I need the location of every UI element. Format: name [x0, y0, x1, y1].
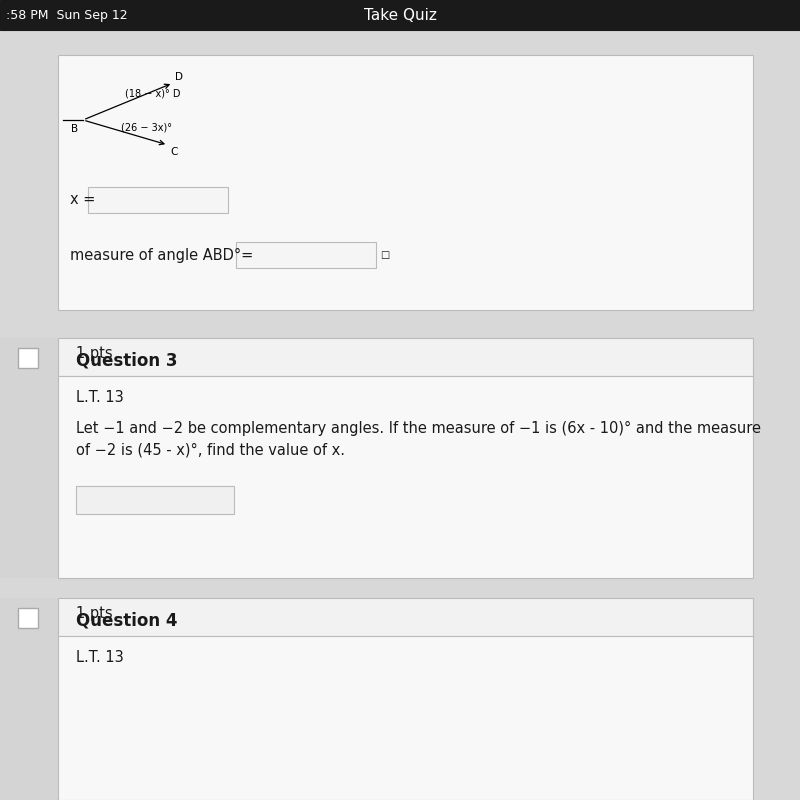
Text: C: C [170, 147, 178, 157]
Text: (26 − 3x)°: (26 − 3x)° [121, 122, 172, 132]
FancyBboxPatch shape [58, 376, 753, 578]
Text: □: □ [380, 250, 390, 260]
Text: 1 pts: 1 pts [76, 606, 113, 621]
FancyBboxPatch shape [58, 338, 753, 376]
Text: D: D [175, 72, 183, 82]
FancyBboxPatch shape [58, 598, 753, 636]
FancyBboxPatch shape [0, 0, 800, 30]
FancyBboxPatch shape [88, 187, 228, 213]
FancyBboxPatch shape [18, 608, 38, 628]
FancyBboxPatch shape [236, 242, 376, 268]
FancyBboxPatch shape [58, 636, 753, 800]
Text: x =: x = [70, 193, 95, 207]
Text: L.T. 13: L.T. 13 [76, 390, 124, 406]
FancyBboxPatch shape [0, 338, 58, 578]
FancyBboxPatch shape [76, 486, 234, 514]
Text: measure of angle ABD°=: measure of angle ABD°= [70, 247, 254, 262]
Text: L.T. 13: L.T. 13 [76, 650, 124, 666]
Text: 1 pts: 1 pts [76, 346, 113, 361]
Text: (18 − x)° D: (18 − x)° D [125, 88, 181, 98]
Text: Take Quiz: Take Quiz [363, 7, 437, 22]
FancyBboxPatch shape [18, 348, 38, 368]
Text: :58 PM  Sun Sep 12: :58 PM Sun Sep 12 [6, 9, 128, 22]
Text: Let −1 and −2 be complementary angles. If the measure of −1 is (6x - 10)° and th: Let −1 and −2 be complementary angles. I… [76, 421, 761, 435]
Text: B: B [71, 124, 78, 134]
Text: Question 4: Question 4 [76, 611, 178, 629]
FancyBboxPatch shape [0, 598, 58, 800]
Text: of −2 is (45 - x)°, find the value of x.: of −2 is (45 - x)°, find the value of x. [76, 442, 345, 458]
Text: Question 3: Question 3 [76, 351, 178, 369]
FancyBboxPatch shape [58, 55, 753, 310]
